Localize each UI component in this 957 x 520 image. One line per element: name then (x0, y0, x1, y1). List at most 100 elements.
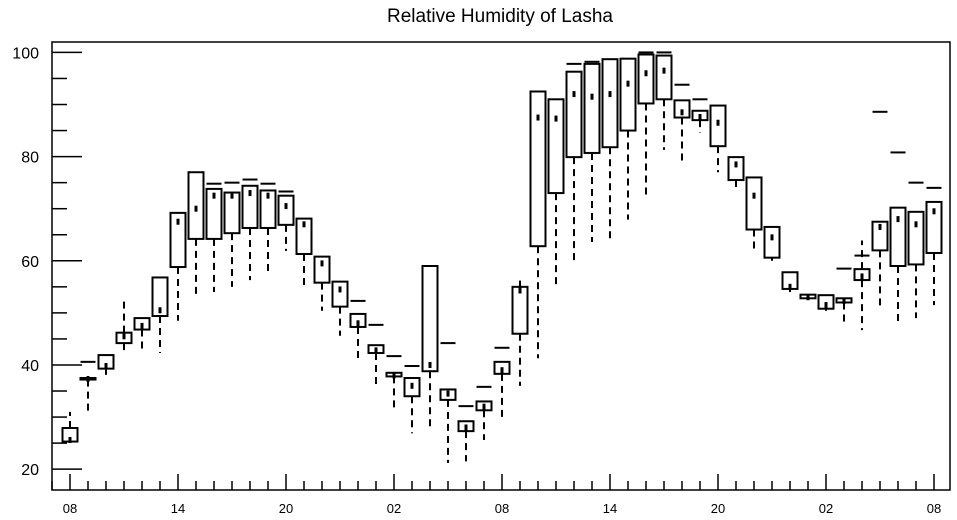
box-group-24 (493, 346, 511, 421)
iqr-box-37 (727, 156, 745, 182)
iqr-box-47 (907, 210, 925, 266)
box-group-27 (547, 98, 565, 286)
y-tick-label: 60 (21, 254, 39, 271)
box-group-22 (457, 405, 475, 462)
x-tick-label: 08 (63, 501, 77, 516)
median-mark-43 (842, 297, 846, 304)
iqr-box-5 (151, 276, 169, 318)
median-mark-31 (626, 80, 630, 87)
x-tick-label: 02 (387, 501, 401, 516)
box-group-37 (727, 156, 745, 190)
median-mark-28 (572, 91, 576, 98)
median-mark-39 (770, 234, 774, 241)
box-group-38 (745, 176, 763, 251)
box-group-31 (619, 57, 637, 220)
box-group-25 (511, 280, 529, 386)
box-group-14 (313, 255, 331, 311)
iqr-box-6 (169, 211, 187, 269)
iqr-box-46 (889, 206, 907, 267)
median-mark-19 (410, 382, 414, 389)
box-group-5 (151, 276, 169, 353)
iqr-box-38 (745, 176, 763, 231)
box-group-39 (763, 225, 781, 261)
median-mark-29 (590, 93, 594, 100)
median-mark-23 (482, 403, 486, 410)
median-mark-18 (392, 372, 396, 379)
box-group-4 (133, 317, 151, 350)
iqr-box-20 (421, 265, 439, 373)
iqr-box-10 (241, 184, 259, 229)
median-mark-44 (860, 273, 864, 280)
median-mark-8 (212, 192, 216, 199)
box-group-20 (421, 265, 439, 431)
box-group-12 (277, 190, 295, 251)
median-mark-15 (338, 286, 342, 293)
iqr-box-32 (637, 53, 655, 105)
iqr-box-36 (709, 104, 727, 148)
median-mark-4 (140, 322, 144, 329)
box-group-33 (655, 51, 673, 150)
box-group-30 (601, 58, 619, 240)
median-mark-36 (716, 119, 720, 126)
x-tick-label: 08 (927, 501, 941, 516)
iqr-box-29 (583, 62, 601, 154)
iqr-box-11 (259, 189, 277, 229)
x-tick-label: 14 (171, 501, 185, 516)
box-group-21 (439, 342, 457, 463)
box-group-19 (403, 365, 421, 434)
median-mark-47 (914, 221, 918, 228)
median-mark-32 (644, 70, 648, 77)
box-group-8 (205, 182, 223, 293)
median-mark-11 (266, 192, 270, 199)
box-group-15 (331, 280, 349, 336)
median-mark-48 (932, 208, 936, 215)
median-mark-0 (68, 436, 72, 443)
median-mark-45 (878, 223, 882, 230)
median-mark-17 (374, 347, 378, 354)
iqr-box-39 (763, 225, 781, 259)
median-mark-12 (284, 203, 288, 210)
box-group-42 (817, 294, 835, 311)
iqr-box-30 (601, 58, 619, 149)
iqr-box-34 (673, 99, 691, 119)
axes: 20 40 60 80 100 08 14 20 02 08 14 20 02 08 (12, 45, 941, 516)
iqr-box-13 (295, 217, 313, 256)
iqr-box-31 (619, 57, 637, 132)
median-mark-22 (464, 424, 468, 431)
box-group-18 (385, 355, 403, 411)
box-group-36 (709, 104, 727, 173)
x-tick-label: 02 (819, 501, 833, 516)
box-group-29 (583, 60, 601, 243)
median-mark-35 (698, 114, 702, 121)
median-mark-3 (122, 333, 126, 340)
iqr-box-25 (511, 285, 529, 335)
median-mark-34 (680, 109, 684, 116)
median-mark-9 (230, 192, 234, 199)
box-group-7 (187, 171, 205, 299)
box-group-41 (799, 293, 817, 301)
median-mark-33 (662, 67, 666, 74)
box-group-6 (169, 211, 187, 321)
iqr-box-45 (871, 220, 889, 252)
box-group-48 (925, 186, 943, 306)
median-mark-6 (176, 218, 180, 225)
boxes (61, 51, 943, 463)
median-mark-30 (608, 91, 612, 98)
box-group-47 (907, 181, 925, 319)
median-mark-2 (104, 363, 108, 370)
box-group-26 (529, 90, 547, 359)
median-mark-46 (896, 216, 900, 223)
box-group-3 (115, 298, 133, 355)
median-mark-21 (446, 390, 450, 397)
box-group-32 (637, 51, 655, 196)
median-mark-25 (518, 287, 522, 294)
iqr-box-28 (565, 70, 583, 159)
median-mark-16 (356, 320, 360, 327)
box-group-34 (673, 83, 691, 162)
median-mark-1 (86, 376, 90, 383)
iqr-box-9 (223, 191, 241, 235)
box-group-44 (853, 240, 871, 331)
x-tick-label: 20 (279, 501, 293, 516)
median-mark-7 (194, 205, 198, 212)
